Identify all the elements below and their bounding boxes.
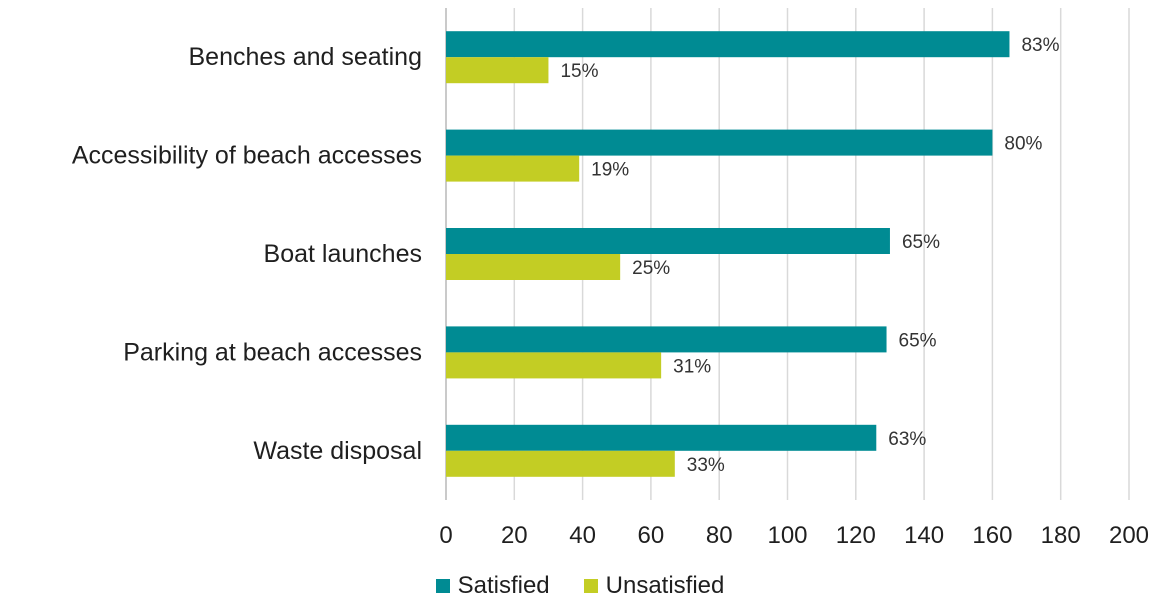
legend-label-unsatisfied: Unsatisfied	[605, 572, 725, 599]
legend-item-unsatisfied: Unsatisfied	[583, 572, 725, 600]
bars	[446, 31, 1010, 477]
bar-satisfied-waste-disposal	[446, 424, 877, 451]
legend-swatch-satisfied	[435, 579, 450, 593]
bar-satisfied-accessibility-of-beach-accesses	[446, 129, 993, 156]
legend-label-satisfied: Satisfied	[457, 572, 550, 599]
category-label-benches-and-seating: Benches and seating	[188, 43, 422, 71]
x-tick-labels: 0 20 40 60 80 100 120 140 160 180 200	[439, 522, 1149, 549]
data-label-satisfied-waste-disposal: 63%	[888, 429, 926, 450]
bar-unsatisfied-boat-launches	[446, 254, 621, 280]
data-labels: 83% 15% 80% 19% 65% 25% 65% 31% 63% 33%	[560, 35, 1059, 476]
data-label-unsatisfied-boat-launches: 25%	[632, 258, 670, 279]
x-tick-label-120: 120	[836, 522, 876, 549]
data-label-satisfied-accessibility-of-beach-accesses: 80%	[1004, 134, 1042, 155]
x-tick-label-100: 100	[767, 522, 807, 549]
bar-satisfied-benches-and-seating	[446, 31, 1010, 58]
data-label-unsatisfied-benches-and-seating: 15%	[560, 61, 598, 82]
x-tick-label-200: 200	[1109, 522, 1149, 549]
x-tick-label-140: 140	[904, 522, 944, 549]
bar-unsatisfied-waste-disposal	[446, 450, 675, 477]
category-label-parking-at-beach-accesses: Parking at beach accesses	[123, 338, 422, 366]
x-tick-label-160: 160	[972, 522, 1012, 549]
bar-unsatisfied-benches-and-seating	[446, 57, 549, 84]
bar-unsatisfied-accessibility-of-beach-accesses	[446, 155, 580, 182]
bar-satisfied-boat-launches	[446, 228, 890, 254]
x-tick-label-80: 80	[706, 522, 733, 549]
data-label-satisfied-boat-launches: 65%	[902, 232, 940, 253]
data-label-unsatisfied-waste-disposal: 33%	[687, 455, 725, 476]
data-label-unsatisfied-accessibility-of-beach-accesses: 19%	[591, 160, 629, 181]
legend-swatch-unsatisfied	[583, 579, 598, 593]
x-tick-label-180: 180	[1041, 522, 1081, 549]
category-label-accessibility-of-beach-accesses: Accessibility of beach accesses	[72, 142, 422, 170]
x-tick-label-60: 60	[638, 522, 665, 549]
x-tick-label-40: 40	[569, 522, 596, 549]
x-tick-label-20: 20	[501, 522, 528, 549]
category-label-boat-launches: Boat launches	[264, 240, 422, 268]
legend-item-satisfied: Satisfied	[435, 572, 550, 600]
legend: Satisfied Unsatisfied	[0, 572, 1160, 600]
data-label-satisfied-benches-and-seating: 83%	[1021, 35, 1059, 56]
chart-area: Benches and seating Accessibility of beac…	[72, 8, 1149, 549]
data-label-satisfied-parking-at-beach-accesses: 65%	[899, 330, 937, 351]
category-label-waste-disposal: Waste disposal	[253, 437, 422, 465]
x-tick-label-0: 0	[439, 522, 452, 549]
data-label-unsatisfied-parking-at-beach-accesses: 31%	[673, 356, 711, 377]
bar-satisfied-parking-at-beach-accesses	[446, 326, 887, 353]
category-labels: Benches and seating Accessibility of beac…	[72, 43, 422, 465]
bar-unsatisfied-parking-at-beach-accesses	[446, 352, 662, 379]
